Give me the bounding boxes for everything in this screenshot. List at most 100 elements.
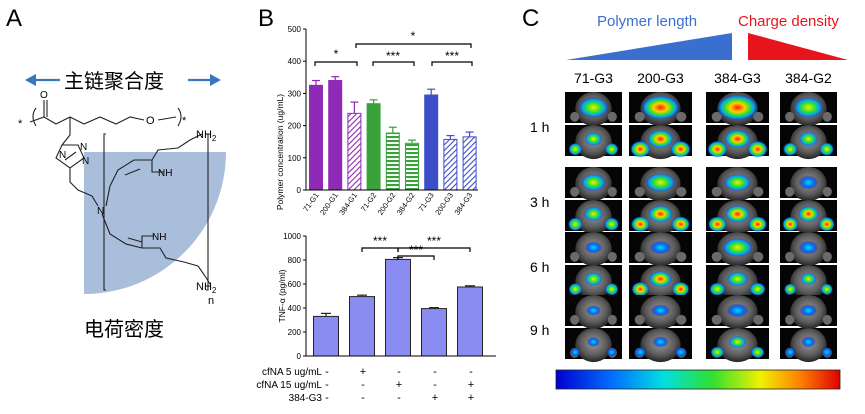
top-bar-71-G3 — [424, 94, 439, 191]
panel-a: A 主链聚合度 — [6, 5, 226, 341]
top-ytick-label: 400 — [288, 57, 302, 66]
top-xlabel-71-G1: 71-G1 — [301, 191, 320, 213]
top-ytick-label: 0 — [297, 186, 302, 195]
mouse-image-71-G3-6h-dorsal — [565, 232, 622, 267]
amine-top: NH2 — [196, 129, 217, 143]
condition-mark: - — [325, 366, 329, 378]
top-ytick-label: 500 — [288, 25, 302, 34]
column-label-384-G2: 384-G2 — [785, 70, 832, 86]
panel-b: B Polymer concentration (ug/mL) 0 100 200 3… — [256, 5, 496, 404]
polymer-structure — [29, 100, 211, 291]
bot-sig-3: *** — [409, 243, 423, 257]
amine-bottom: NH2 — [196, 281, 217, 295]
bot-ytick-label: 1000 — [283, 232, 301, 241]
mouse-image-200-G3-9h-dorsal — [629, 295, 692, 330]
mouse-image-200-G3-9h-ventral — [629, 328, 692, 363]
condition-mark: + — [396, 379, 402, 391]
bottom-significance-brackets — [361, 247, 471, 260]
condition-mark: - — [361, 392, 365, 404]
bot-bar-3 — [385, 258, 411, 357]
mouse-image-384-G3-3h-dorsal — [706, 167, 769, 202]
bot-bar-2 — [349, 296, 375, 357]
condition-mark: - — [469, 366, 473, 378]
top-xlabel-200-G3: 200-G3 — [433, 191, 455, 217]
timepoint-label-6h: 6 h — [530, 259, 549, 275]
mouse-image-384-G3-1h-dorsal — [706, 92, 769, 127]
mouse-image-384-G2-9h-ventral — [780, 328, 837, 363]
panel-b-letter: B — [258, 5, 274, 32]
mouse-image-200-G3-1h-ventral — [629, 125, 692, 160]
panel-c: C Polymer length Charge density 71-G3 200… — [522, 5, 848, 390]
charge-density-label-c: Charge density — [738, 13, 839, 30]
condition-mark: + — [432, 392, 438, 404]
mouse-image-71-G3-1h-dorsal — [565, 92, 622, 127]
condition-label: cfNA 15 ug/mL — [256, 380, 322, 391]
mouse-image-384-G2-3h-dorsal — [780, 167, 837, 202]
charge-density-shade — [84, 152, 226, 294]
timepoint-label-3h: 3 h — [530, 194, 549, 210]
condition-mark: - — [433, 366, 437, 378]
atom-nh-upper: NH — [158, 168, 172, 179]
top-significance-brackets — [314, 43, 473, 66]
top-sig-4: *** — [445, 49, 459, 63]
bot-sig-1: *** — [373, 234, 387, 248]
polymer-concentration-chart: Polymer concentration (ug/mL) 0 100 200 300… — [275, 25, 478, 217]
bot-ytick-label: 400 — [288, 304, 302, 313]
polymer-length-label: Polymer length — [597, 13, 697, 30]
condition-mark: - — [397, 392, 401, 404]
intensity-color-bar — [555, 369, 841, 390]
condition-label: 384-G3 — [289, 393, 323, 404]
condition-mark: + — [360, 366, 366, 378]
mouse-image-384-G2-1h-dorsal — [780, 92, 837, 127]
mouse-image-200-G3-1h-dorsal — [629, 92, 692, 127]
charge-density-wedge — [748, 33, 848, 60]
condition-mark: + — [468, 379, 474, 391]
top-ytick-label: 300 — [288, 89, 302, 98]
column-label-384-G3: 384-G3 — [714, 70, 761, 86]
mouse-image-71-G3-1h-ventral — [565, 125, 622, 160]
condition-mark: - — [325, 379, 329, 391]
top-ylabel: Polymer concentration (ug/mL) — [275, 94, 285, 210]
top-sig-3: *** — [386, 49, 400, 63]
atom-nh-lower: NH — [152, 232, 166, 243]
condition-label: cfNA 5 ug/mL — [262, 367, 322, 378]
mouse-image-71-G3-9h-ventral — [565, 328, 622, 363]
mouse-image-384-G3-1h-ventral — [706, 125, 769, 160]
timepoint-label-1h: 1 h — [530, 119, 549, 135]
top-ytick-label: 100 — [288, 154, 302, 163]
mouse-image-200-G3-6h-dorsal — [629, 232, 692, 267]
panel-a-letter: A — [6, 5, 22, 32]
top-bar-384-G2 — [405, 142, 419, 191]
top-bar-200-G3 — [443, 138, 458, 191]
bot-ytick-label: 800 — [288, 256, 302, 265]
mouse-image-200-G3-6h-ventral — [629, 265, 692, 300]
atom-n2: N — [80, 142, 87, 153]
star-left: * — [18, 118, 23, 130]
top-xlabel-71-G3: 71-G3 — [417, 191, 436, 213]
backbone-arrow — [25, 74, 221, 86]
top-xlabel-71-G2: 71-G2 — [359, 191, 378, 213]
mouse-image-384-G2-6h-ventral — [780, 265, 837, 300]
top-xlabel-200-G2: 200-G2 — [376, 191, 398, 217]
atom-n3: N — [82, 156, 89, 167]
top-xlabel-384-G2: 384-G2 — [395, 191, 417, 217]
column-label-200-G3: 200-G3 — [637, 70, 684, 86]
timepoint-label-9h: 9 h — [530, 322, 549, 338]
condition-mark: - — [397, 366, 401, 378]
mouse-image-200-G3-3h-ventral — [629, 200, 692, 235]
mouse-image-71-G3-3h-ventral — [565, 200, 622, 235]
mouse-image-200-G3-3h-dorsal — [629, 167, 692, 202]
polymer-length-wedge — [566, 33, 732, 60]
atom-o: O — [40, 90, 48, 101]
mouse-image-71-G3-6h-ventral — [565, 265, 622, 300]
charge-density-label: 电荷密度 — [84, 318, 164, 341]
bottom-ylabel: TNF-α (pg/ml) — [277, 269, 287, 322]
condition-mark: - — [325, 392, 329, 404]
bot-bar-5 — [457, 286, 483, 357]
top-sig-1: * — [334, 47, 339, 61]
top-bar-384-G1 — [347, 112, 362, 191]
mouse-image-71-G3-3h-dorsal — [565, 167, 622, 202]
atom-n-branch: N — [97, 206, 104, 217]
mouse-image-384-G2-6h-dorsal — [780, 232, 837, 267]
